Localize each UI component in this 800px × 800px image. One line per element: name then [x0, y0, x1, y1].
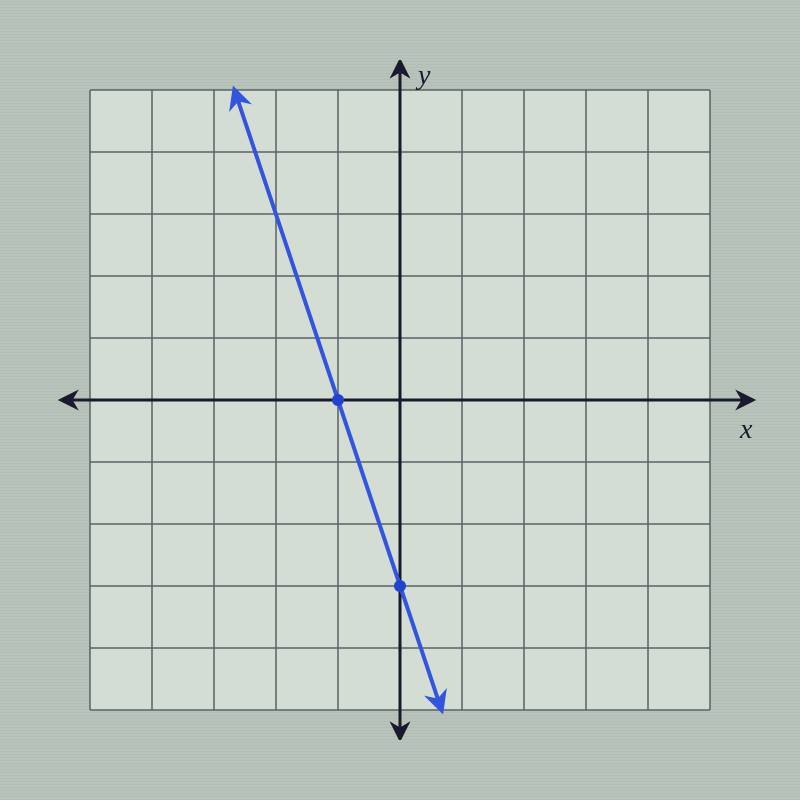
- plotted-point: [394, 580, 406, 592]
- x-axis-label: x: [739, 414, 753, 445]
- chart-svg: yx: [40, 60, 760, 740]
- plotted-point: [332, 394, 344, 406]
- coordinate-plane-chart: yx: [40, 60, 760, 740]
- y-axis-label: y: [415, 60, 431, 91]
